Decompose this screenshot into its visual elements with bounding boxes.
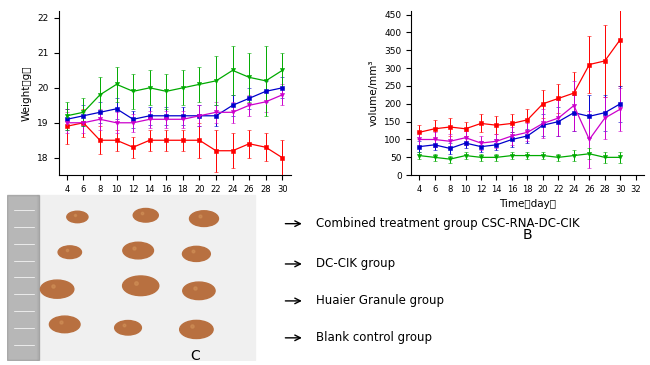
- Text: C: C: [190, 349, 200, 363]
- Ellipse shape: [123, 242, 153, 259]
- Ellipse shape: [179, 320, 213, 338]
- Ellipse shape: [114, 320, 142, 335]
- Ellipse shape: [67, 211, 88, 223]
- Text: Combined treatment group CSC-RNA-DC-CIK: Combined treatment group CSC-RNA-DC-CIK: [316, 217, 579, 230]
- Text: DC-CIK group: DC-CIK group: [316, 257, 395, 270]
- Ellipse shape: [133, 208, 159, 222]
- Y-axis label: volume/mm³: volume/mm³: [369, 60, 379, 126]
- Ellipse shape: [123, 276, 159, 296]
- Bar: [6, 195, 40, 360]
- Text: A: A: [170, 228, 179, 242]
- X-axis label: Time（day）: Time（day）: [146, 200, 203, 210]
- Y-axis label: Weight（g）: Weight（g）: [21, 65, 32, 121]
- Bar: [37, 195, 255, 360]
- Ellipse shape: [40, 280, 74, 298]
- Ellipse shape: [183, 282, 215, 300]
- Ellipse shape: [58, 246, 81, 258]
- Ellipse shape: [49, 316, 80, 333]
- Text: Blank control group: Blank control group: [316, 331, 432, 344]
- Text: Huaier Granule group: Huaier Granule group: [316, 295, 444, 307]
- Text: B: B: [523, 228, 532, 242]
- Ellipse shape: [183, 246, 211, 261]
- X-axis label: Time（day）: Time（day）: [499, 200, 556, 210]
- Ellipse shape: [190, 211, 218, 227]
